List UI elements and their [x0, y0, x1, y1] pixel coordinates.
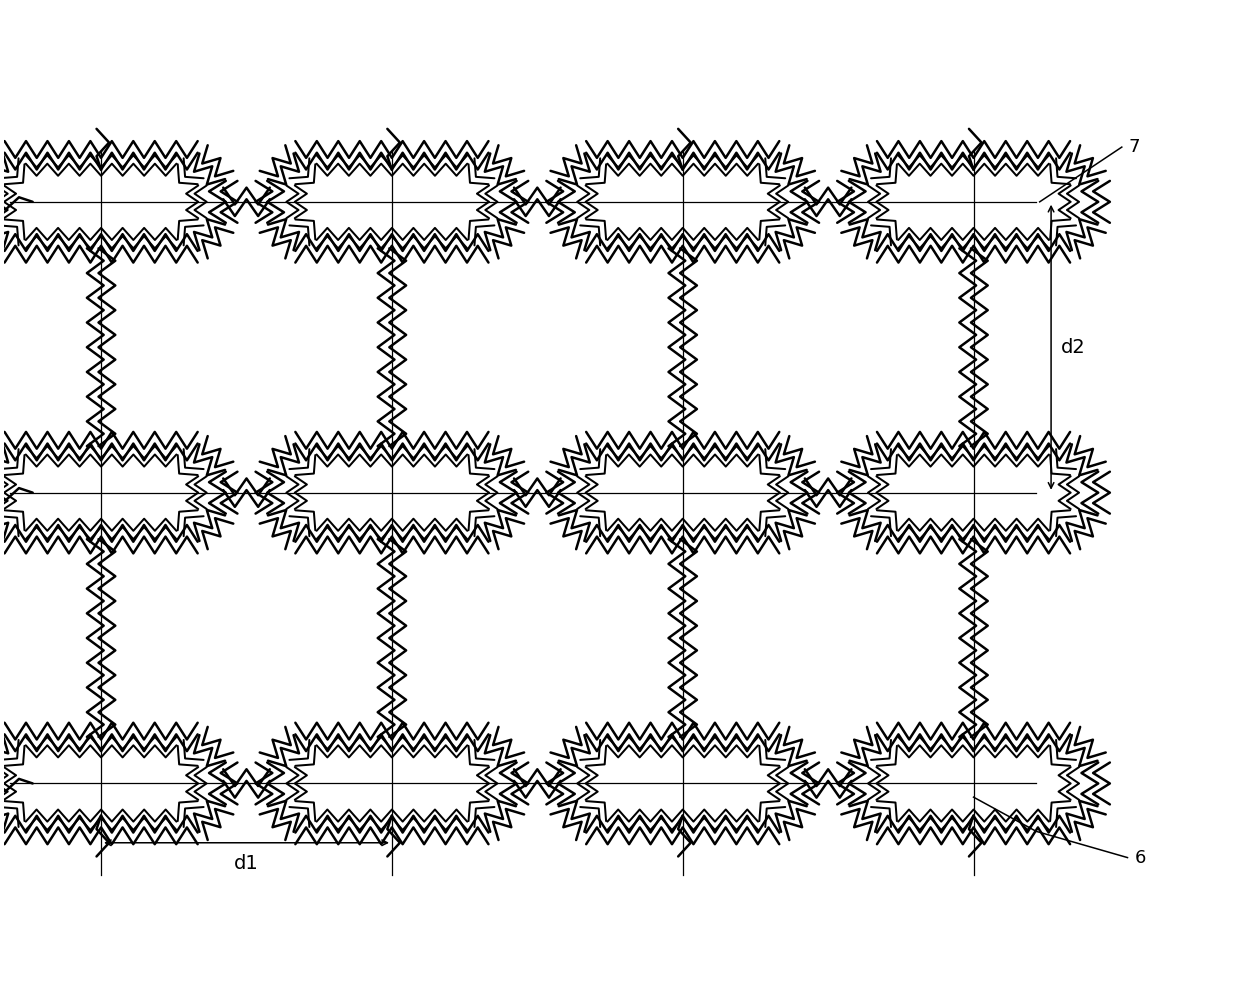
Text: d2: d2: [1061, 338, 1086, 357]
Text: 7: 7: [1128, 138, 1140, 157]
Text: 6: 6: [1135, 848, 1146, 866]
Text: d1: d1: [234, 854, 259, 873]
